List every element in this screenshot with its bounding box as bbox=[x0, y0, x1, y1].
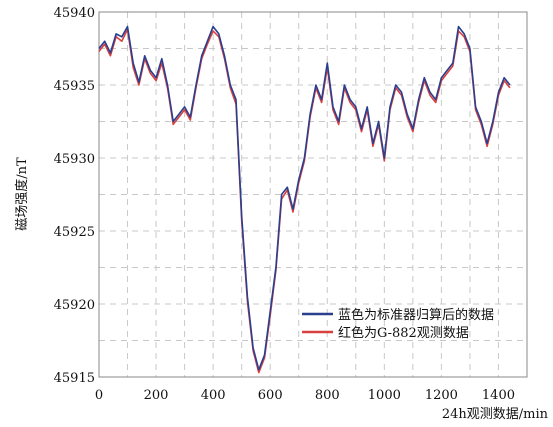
legend: 蓝色为标准器归算后的数据 红色为G-882观测数据 bbox=[302, 307, 494, 341]
x-axis-ticks: 0 200 400 600 800 1000 1200 1400 bbox=[95, 388, 515, 403]
y-tick-label: 45925 bbox=[54, 225, 95, 240]
y-tick-label: 45915 bbox=[54, 371, 95, 386]
series-line-1 bbox=[98, 25, 511, 371]
legend-label-series-2: 红色为G-882观测数据 bbox=[338, 325, 469, 341]
x-tick-label: 1400 bbox=[482, 388, 515, 403]
x-tick-label: 1000 bbox=[368, 388, 401, 403]
plot-frame bbox=[98, 11, 528, 378]
x-tick-label: 0 bbox=[95, 388, 103, 403]
y-axis-label: 磁场强度/nT bbox=[14, 157, 30, 231]
x-tick-label: 800 bbox=[315, 388, 340, 403]
x-tick-label: 600 bbox=[258, 388, 283, 403]
x-axis-label: 24h观测数据/min bbox=[442, 407, 549, 422]
y-tick-label: 45920 bbox=[54, 298, 95, 313]
series-layer bbox=[98, 25, 511, 374]
y-axis-ticks: 45915 45920 45925 45930 45935 45940 bbox=[54, 6, 95, 386]
y-tick-label: 45930 bbox=[54, 152, 95, 167]
x-tick-label: 400 bbox=[201, 388, 226, 403]
grid-lines bbox=[99, 12, 527, 377]
x-tick-label: 200 bbox=[144, 388, 169, 403]
legend-label-series-1: 蓝色为标准器归算后的数据 bbox=[338, 307, 494, 323]
x-tick-label: 1200 bbox=[425, 388, 458, 403]
y-tick-label: 45935 bbox=[54, 79, 95, 94]
y-tick-label: 45940 bbox=[54, 6, 95, 21]
